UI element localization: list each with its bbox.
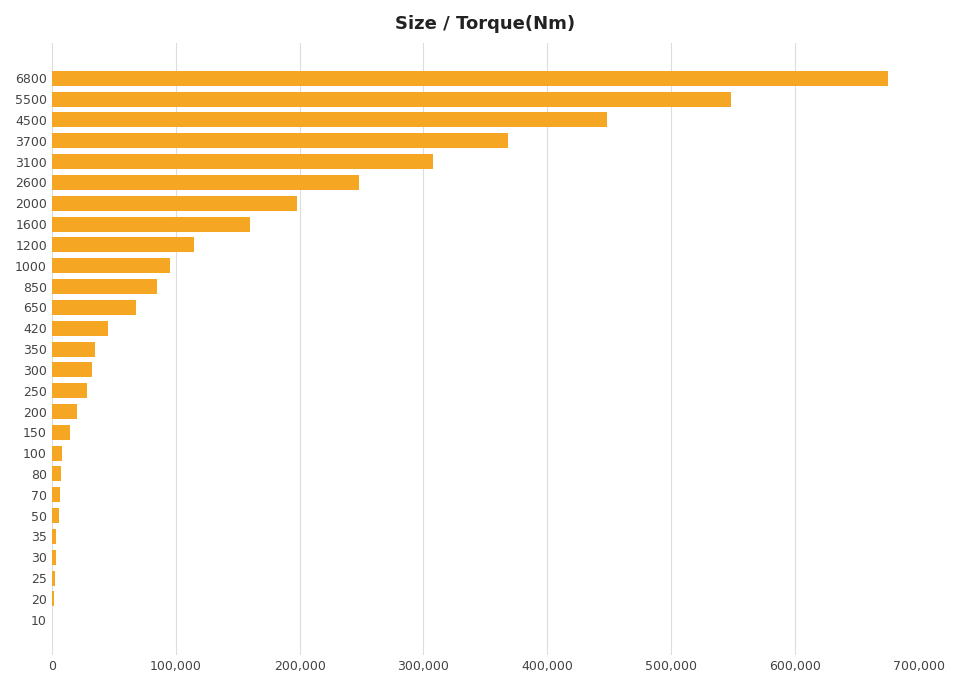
Bar (52, 195, 298, 211)
Title: Size / Torque(Nm): Size / Torque(Nm) (396, 15, 575, 33)
Bar (52, 321, 108, 336)
Bar (52, 466, 60, 482)
Bar (52, 300, 136, 315)
Bar (52, 237, 194, 252)
Bar (52, 258, 170, 273)
Bar (52, 133, 508, 148)
Bar (52, 550, 56, 565)
Bar (52, 592, 55, 607)
Bar (52, 279, 157, 294)
Bar (52, 217, 250, 232)
Bar (52, 570, 55, 585)
Bar (52, 487, 60, 502)
Bar (52, 92, 731, 107)
Bar (52, 404, 77, 419)
Bar (52, 383, 86, 398)
Bar (52, 154, 433, 169)
Bar (52, 529, 57, 544)
Bar (52, 446, 61, 461)
Bar (52, 112, 607, 127)
Bar (52, 175, 359, 190)
Bar (52, 363, 91, 377)
Bar (52, 508, 59, 523)
Bar (52, 424, 70, 440)
Bar (52, 341, 95, 356)
Bar (52, 71, 888, 86)
